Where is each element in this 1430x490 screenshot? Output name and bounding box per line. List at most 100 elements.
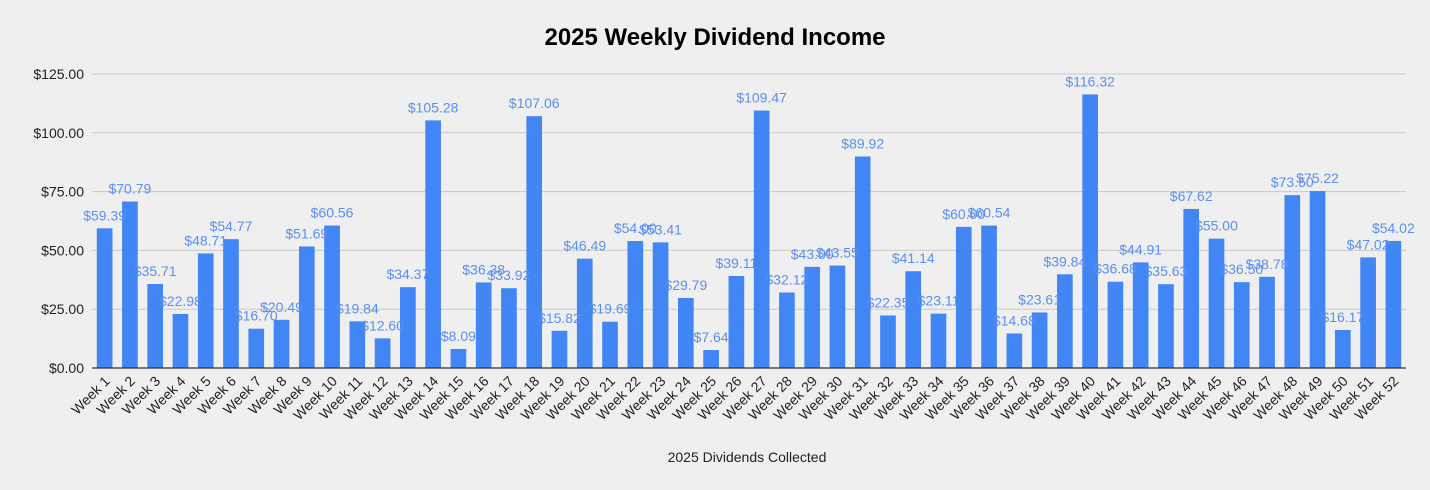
bar [1132, 262, 1149, 368]
data-label: $67.62 [1170, 188, 1213, 204]
data-label: $54.00 [614, 220, 657, 236]
data-label: $116.32 [1065, 73, 1115, 89]
data-label: $34.37 [386, 266, 429, 282]
data-label: $32.12 [765, 271, 808, 287]
data-label: $46.49 [563, 238, 606, 254]
data-label: $60.54 [968, 205, 1011, 221]
bar [1259, 276, 1275, 368]
data-label: $35.63 [1145, 263, 1188, 279]
data-label: $109.47 [736, 90, 787, 106]
bar [677, 297, 694, 368]
bar [779, 292, 795, 368]
bar [1334, 329, 1351, 368]
data-label: $36.38 [462, 261, 505, 277]
data-label: $19.84 [336, 300, 379, 316]
data-label: $60.00 [942, 206, 985, 222]
bar [450, 348, 467, 368]
y-tick-label: $50.00 [41, 242, 84, 258]
bar [374, 338, 391, 368]
data-label: $48.71 [184, 232, 227, 248]
bar [728, 276, 745, 368]
bar [703, 350, 719, 368]
data-label: $59.39 [83, 207, 126, 223]
y-tick-label: $75.00 [41, 184, 84, 200]
data-label: $39.11 [715, 255, 757, 271]
data-label: $16.17 [1321, 309, 1364, 325]
bar [324, 225, 340, 368]
y-tick-label: $100.00 [33, 125, 84, 141]
data-label: $60.56 [311, 205, 354, 221]
y-tick-label: $25.00 [41, 301, 84, 317]
data-label: $15.82 [538, 310, 581, 326]
bar [475, 282, 492, 368]
bar [248, 328, 265, 368]
data-label: $41.14 [892, 250, 935, 266]
data-label: $89.92 [841, 136, 884, 152]
bar [273, 319, 290, 368]
data-label: $36.68 [1094, 261, 1137, 277]
y-axis-ticks: $0.00 $25.00 $50.00 $75.00 $100.00 $125.00 [33, 66, 84, 376]
bar [1233, 282, 1250, 368]
data-label: $12.60 [361, 317, 404, 333]
bar [854, 156, 871, 368]
bar [298, 246, 315, 368]
data-label: $75.22 [1296, 170, 1339, 186]
data-label: $43.55 [816, 245, 859, 261]
bar [223, 239, 239, 368]
bar [425, 120, 441, 368]
data-label: $54.02 [1372, 220, 1415, 236]
data-label: $23.11 [918, 293, 960, 309]
bar [122, 201, 138, 368]
data-labels: $59.39 $70.79 $35.71 $22.98 $48.71$54.77 $16.… [83, 73, 1415, 345]
bar [1006, 333, 1023, 368]
bar [829, 265, 846, 368]
bar [602, 321, 618, 368]
bar [172, 313, 189, 368]
bar [1183, 208, 1200, 368]
bar [526, 116, 543, 368]
bar [96, 228, 113, 368]
bar [1158, 284, 1174, 368]
data-label: $33.92 [488, 267, 531, 283]
data-label: $19.69 [589, 301, 632, 317]
y-tick-label: $125.00 [33, 66, 84, 82]
bar [1385, 240, 1402, 368]
data-label: $8.09 [441, 328, 476, 344]
data-label: $22.35 [867, 294, 910, 310]
bar [1031, 312, 1048, 368]
bar [1360, 257, 1376, 368]
bar [880, 315, 896, 368]
data-label: $38.78 [1246, 256, 1289, 272]
bar [652, 242, 669, 368]
bar [981, 225, 997, 368]
chart-title: 2025 Weekly Dividend Income [544, 24, 885, 51]
data-label: $23.61 [1018, 291, 1061, 307]
bar [930, 313, 947, 368]
data-label: $20.49 [260, 299, 303, 315]
bar [147, 284, 164, 368]
bar [804, 266, 821, 368]
data-label: $51.69 [285, 225, 328, 241]
data-label: $70.79 [108, 181, 151, 197]
bar [1057, 274, 1073, 368]
y-tick-label: $0.00 [49, 360, 84, 376]
data-label: $36.50 [1220, 261, 1263, 277]
bar [1082, 94, 1098, 369]
x-axis-title: 2025 Dividends Collected [668, 449, 827, 465]
bar [955, 226, 972, 368]
data-label: $16.70 [235, 308, 278, 324]
data-label: $22.98 [159, 293, 202, 309]
bar [400, 287, 416, 368]
bar [905, 271, 922, 368]
data-label: $39.84 [1043, 253, 1086, 269]
data-label: $53.41 [639, 221, 682, 237]
data-label: $47.02 [1347, 236, 1390, 252]
bar [1107, 281, 1124, 368]
data-label: $14.68 [993, 312, 1036, 328]
data-label: $29.79 [664, 277, 707, 293]
bar [197, 253, 214, 368]
bars [96, 94, 1402, 369]
